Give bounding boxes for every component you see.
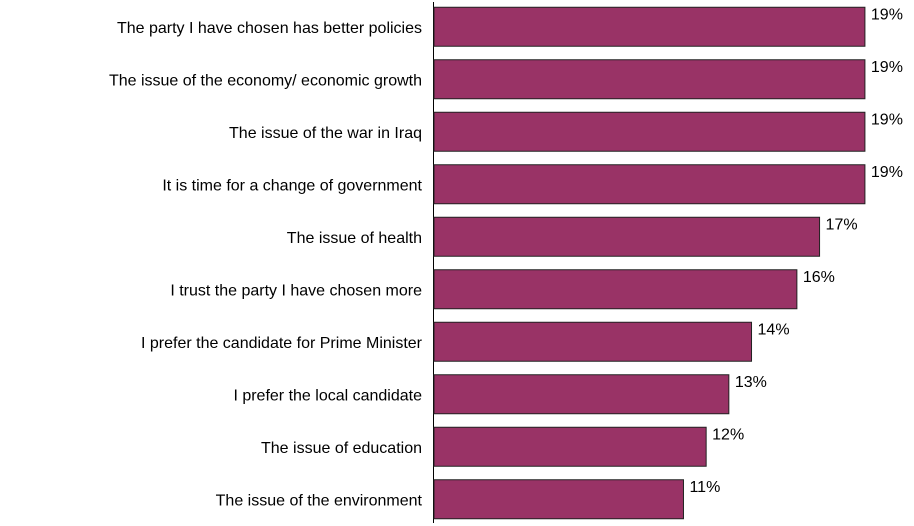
bar [433, 479, 684, 520]
value-label: 12% [712, 426, 744, 443]
bar [433, 426, 707, 467]
category-label: The party I have chosen has better polic… [117, 20, 422, 37]
value-labels-group: 19% 19% 19% 19% 17% 16% 14% 13% 12% 11% [689, 6, 902, 496]
bar [433, 111, 866, 152]
value-label: 13% [735, 374, 767, 391]
category-labels-group: The party I have chosen has better polic… [109, 20, 423, 510]
category-label: It is time for a change of government [162, 177, 422, 194]
value-label: 19% [871, 111, 903, 128]
value-label: 17% [826, 216, 858, 233]
category-label: The issue of education [261, 440, 422, 457]
value-label: 19% [871, 59, 903, 76]
category-label: The issue of the environment [216, 492, 423, 509]
bar [433, 374, 730, 415]
bar [433, 216, 821, 257]
category-label: The issue of the war in Iraq [229, 125, 422, 142]
category-label: I trust the party I have chosen more [170, 282, 422, 299]
category-label: The issue of health [287, 230, 422, 247]
bar [433, 269, 798, 310]
bar [433, 321, 753, 362]
value-label: 14% [758, 321, 790, 338]
value-label: 19% [871, 164, 903, 181]
bar [433, 164, 866, 205]
category-label: I prefer the candidate for Prime Ministe… [141, 335, 423, 352]
bars-group [433, 6, 866, 520]
value-label: 19% [871, 6, 903, 23]
value-label: 16% [803, 269, 835, 286]
category-label: The issue of the economy/ economic growt… [109, 72, 422, 89]
category-label: I prefer the local candidate [233, 387, 422, 404]
bar [433, 6, 866, 47]
bar [433, 59, 866, 100]
value-label: 11% [689, 479, 720, 496]
